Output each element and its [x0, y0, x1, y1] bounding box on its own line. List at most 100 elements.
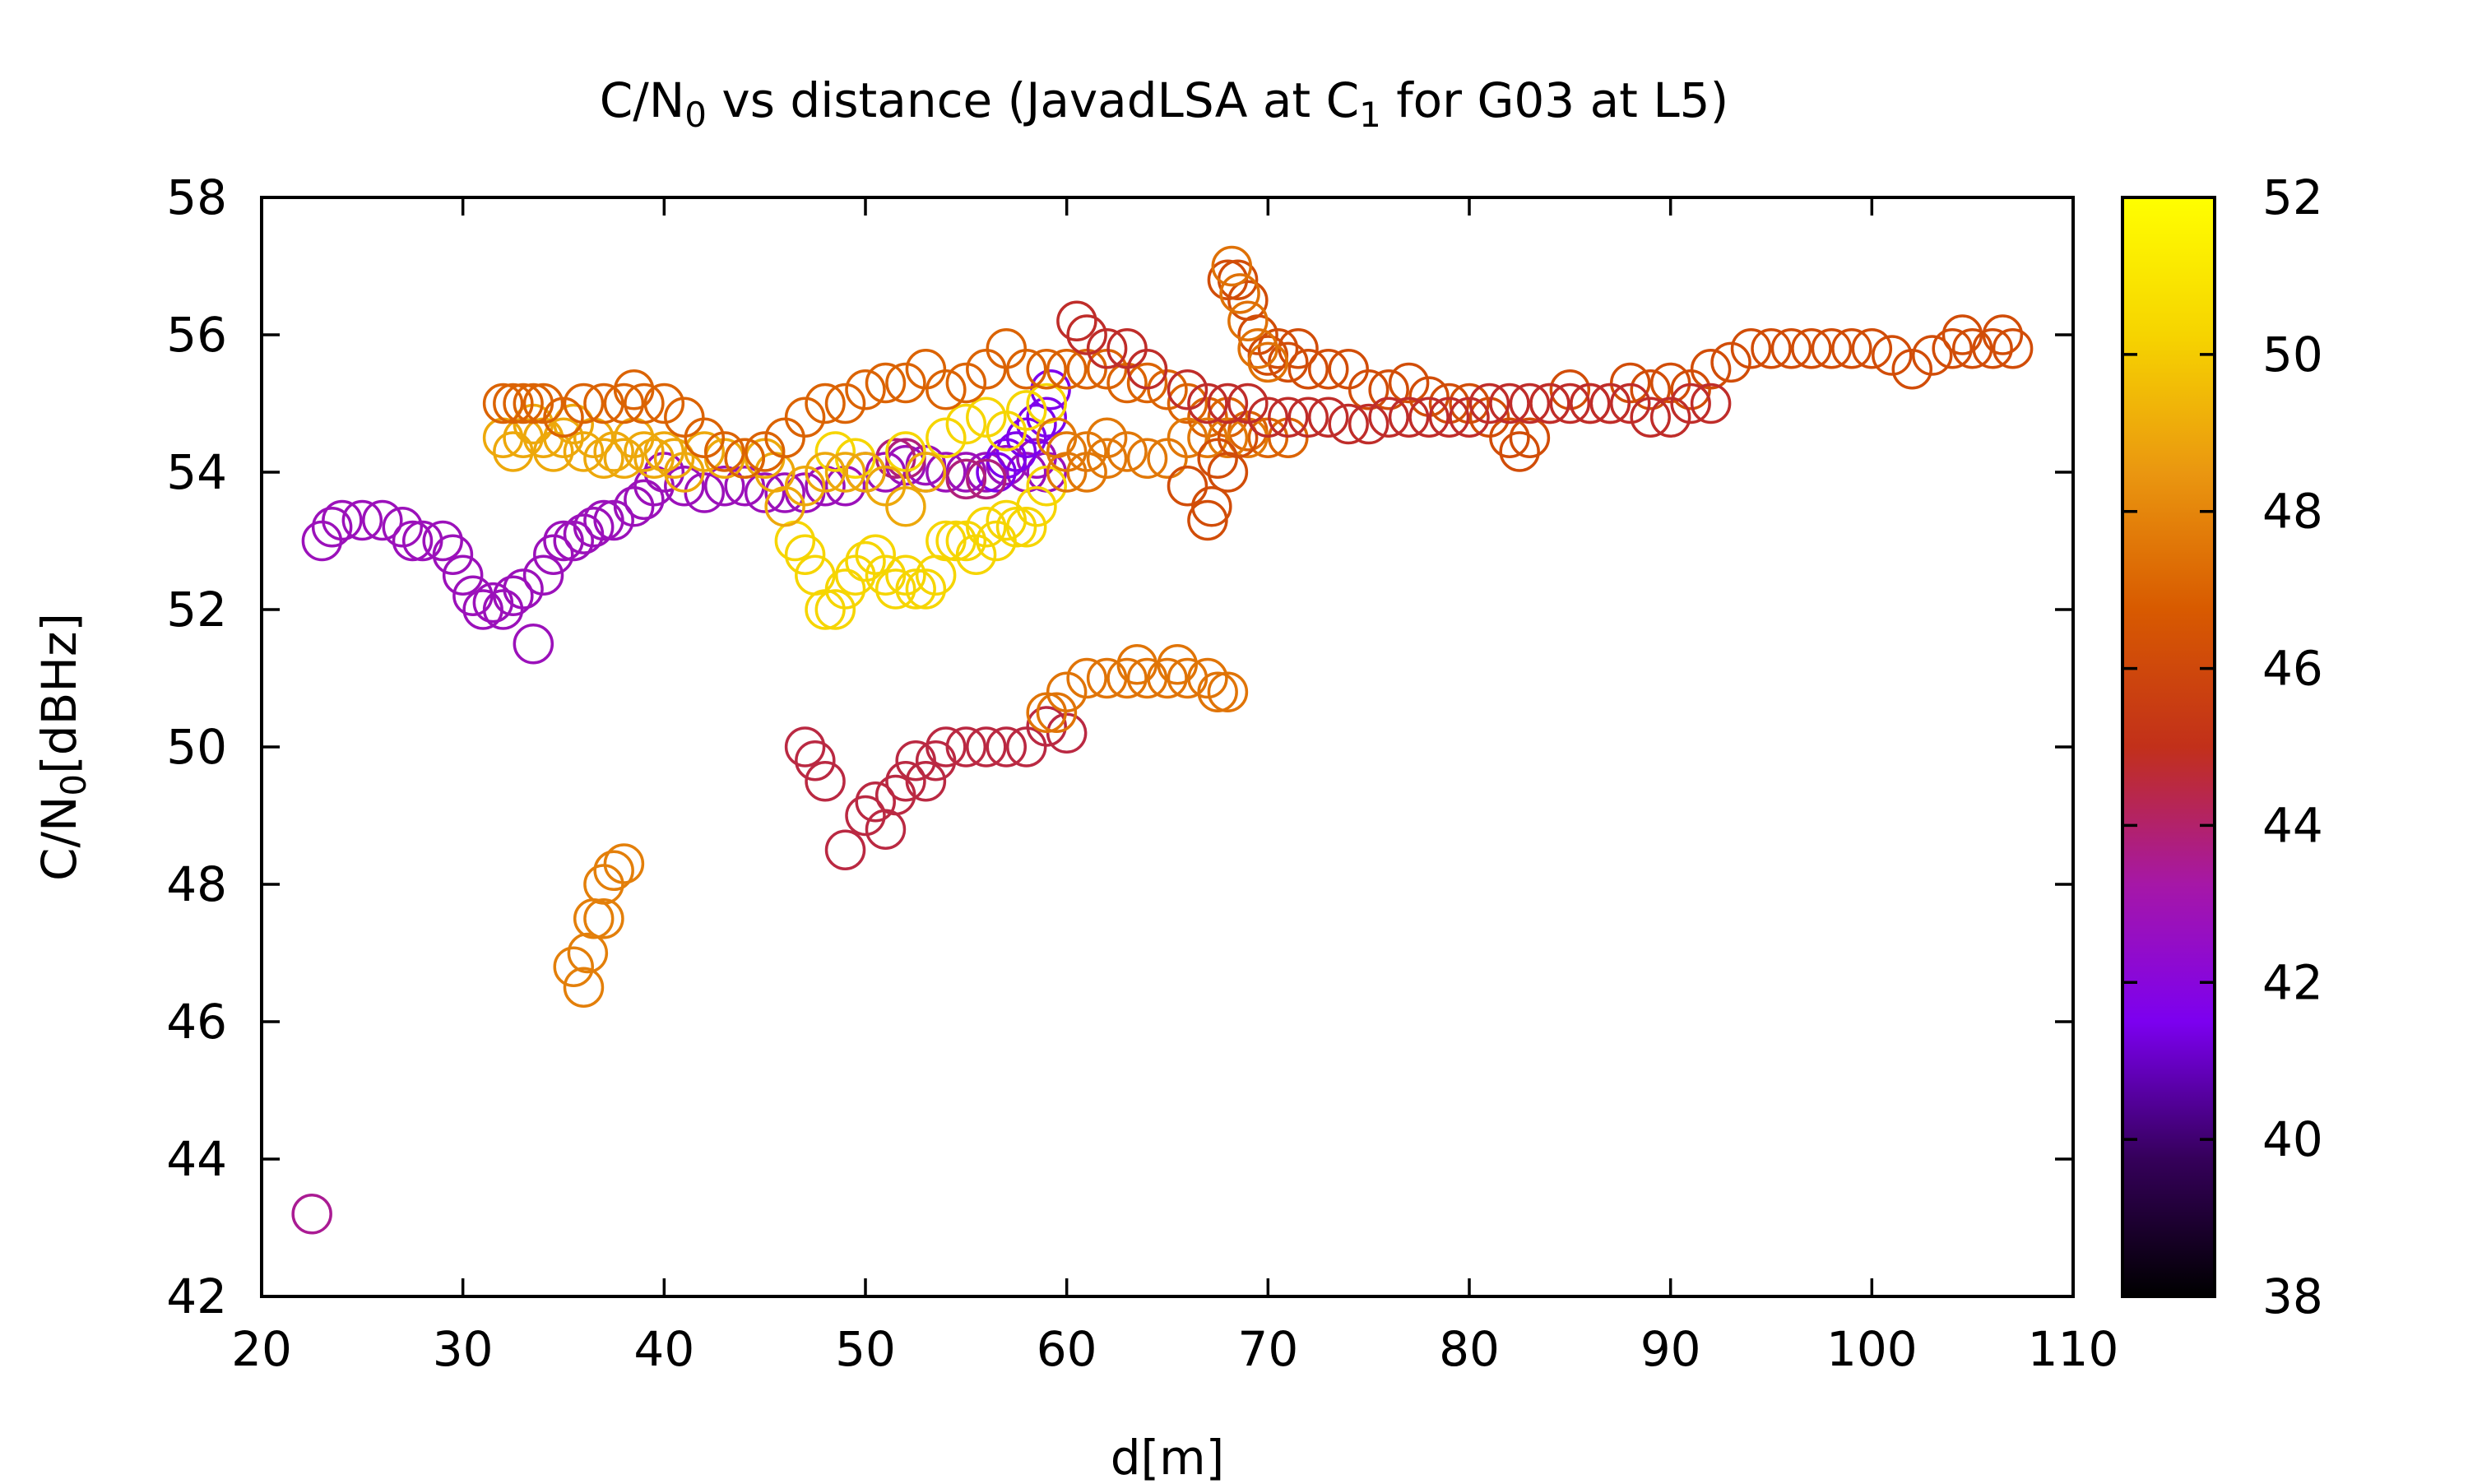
data-point — [1932, 327, 1973, 369]
data-point — [573, 507, 615, 548]
data-point — [1005, 349, 1047, 390]
data-point — [805, 589, 846, 630]
data-point — [643, 383, 685, 424]
data-point — [1770, 327, 1812, 369]
data-point — [341, 499, 383, 541]
data-point — [1509, 417, 1551, 458]
data-point — [1630, 369, 1671, 410]
x-tick-label: 20 — [231, 1321, 292, 1377]
data-point — [684, 431, 726, 472]
data-point — [1046, 712, 1088, 754]
data-point — [805, 452, 846, 493]
data-point — [522, 554, 564, 596]
data-point — [311, 507, 353, 548]
data-point — [1287, 349, 1329, 390]
x-tick-label: 110 — [2028, 1321, 2119, 1377]
data-point — [795, 740, 836, 781]
data-point — [905, 452, 947, 493]
data-point — [563, 431, 605, 472]
y-tick-label: 44 — [166, 1131, 227, 1187]
data-point — [824, 829, 866, 870]
data-point — [1307, 349, 1349, 390]
data-point — [1227, 300, 1269, 342]
data-point — [1157, 644, 1198, 685]
data-point — [543, 417, 584, 458]
data-point — [1690, 349, 1732, 390]
data-point — [472, 582, 514, 624]
data-point — [1368, 397, 1409, 438]
data-point — [1257, 327, 1299, 369]
data-point — [553, 403, 594, 445]
data-point — [1126, 438, 1168, 480]
data-point — [1549, 369, 1591, 410]
data-point — [382, 507, 424, 548]
plot-area — [260, 196, 2075, 1298]
data-point — [533, 534, 574, 575]
data-point — [703, 465, 745, 507]
data-point — [955, 534, 997, 575]
data-point — [1368, 369, 1409, 410]
data-point — [966, 507, 1007, 548]
data-point — [1872, 335, 1913, 376]
data-point — [1570, 383, 1611, 424]
data-point — [784, 534, 826, 575]
data-point — [764, 472, 805, 513]
data-point — [583, 864, 624, 905]
data-point — [573, 898, 615, 939]
data-point — [563, 383, 605, 424]
data-point — [362, 499, 403, 541]
colorbar-tick-label: 46 — [2262, 641, 2323, 697]
data-point — [784, 465, 826, 507]
data-point — [895, 568, 936, 610]
colorbar-tick-label: 50 — [2262, 327, 2323, 383]
y-tick-label: 54 — [166, 444, 227, 500]
data-point — [1268, 397, 1309, 438]
data-point — [1730, 327, 1772, 369]
data-point — [603, 843, 645, 884]
data-point — [1219, 273, 1260, 314]
data-point — [1710, 341, 1751, 383]
data-point — [624, 431, 665, 472]
data-point — [703, 431, 745, 472]
data-point — [1428, 397, 1470, 438]
data-point — [1016, 403, 1057, 445]
data-point — [684, 417, 726, 458]
data-point — [926, 369, 967, 410]
data-point — [774, 520, 816, 562]
colorbar — [2121, 196, 2216, 1298]
data-point — [986, 499, 1028, 541]
data-point — [322, 499, 363, 541]
colorbar-tick-label: 44 — [2262, 797, 2323, 853]
x-tick-label: 60 — [1037, 1321, 1097, 1377]
data-point — [1992, 327, 2034, 369]
data-point — [1307, 397, 1349, 438]
data-point — [1116, 644, 1158, 685]
data-point — [945, 520, 987, 562]
ylabel-subscript: 0 — [53, 774, 94, 796]
data-point — [1287, 397, 1329, 438]
data-point — [1086, 438, 1128, 480]
data-point — [513, 624, 554, 665]
data-point — [1187, 657, 1228, 699]
data-point — [1126, 349, 1168, 390]
data-point — [533, 431, 574, 472]
data-point — [684, 472, 726, 513]
data-point — [1489, 383, 1530, 424]
colorbar-tick-label: 42 — [2262, 954, 2323, 1010]
data-point — [744, 472, 786, 513]
data-point — [1549, 383, 1591, 424]
title-subscript-0: 0 — [684, 95, 707, 135]
data-point — [1227, 383, 1269, 424]
data-point — [1167, 417, 1208, 458]
data-point — [583, 898, 624, 939]
data-point — [926, 726, 967, 768]
data-point — [1589, 383, 1631, 424]
data-point — [593, 850, 634, 892]
y-tick-label: 46 — [166, 994, 227, 1050]
data-point — [905, 761, 947, 802]
data-point — [835, 438, 876, 480]
data-point — [926, 417, 967, 458]
data-point — [543, 397, 584, 438]
data-point — [845, 795, 886, 837]
data-point — [1388, 362, 1430, 404]
